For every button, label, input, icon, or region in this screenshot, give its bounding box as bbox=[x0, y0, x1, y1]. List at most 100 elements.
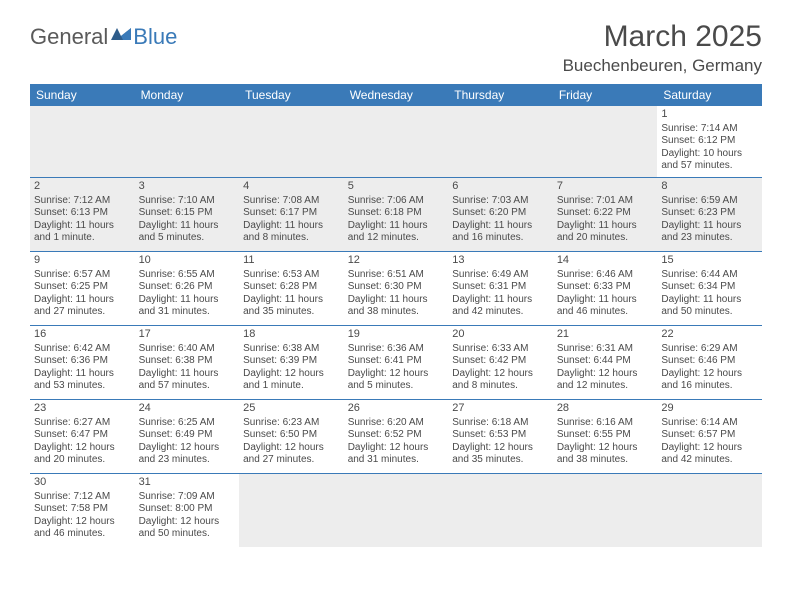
sunset-text: Sunset: 6:15 PM bbox=[139, 207, 236, 220]
day-number: 6 bbox=[452, 180, 549, 194]
sunrise-text: Sunrise: 6:38 AM bbox=[243, 343, 340, 356]
sunset-text: Sunset: 6:12 PM bbox=[661, 135, 758, 148]
daylight-text: Daylight: 11 hours and 42 minutes. bbox=[452, 294, 549, 319]
sunset-text: Sunset: 6:49 PM bbox=[139, 429, 236, 442]
sunrise-text: Sunrise: 7:08 AM bbox=[243, 195, 340, 208]
sunrise-text: Sunrise: 6:16 AM bbox=[557, 417, 654, 430]
sunrise-text: Sunrise: 6:31 AM bbox=[557, 343, 654, 356]
daylight-text: Daylight: 12 hours and 38 minutes. bbox=[557, 442, 654, 467]
calendar-day-cell: 28Sunrise: 6:16 AMSunset: 6:55 PMDayligh… bbox=[553, 399, 658, 473]
calendar-day-cell: 27Sunrise: 6:18 AMSunset: 6:53 PMDayligh… bbox=[448, 399, 553, 473]
calendar-day-cell: 25Sunrise: 6:23 AMSunset: 6:50 PMDayligh… bbox=[239, 399, 344, 473]
daylight-text: Daylight: 12 hours and 16 minutes. bbox=[661, 368, 758, 393]
day-number: 19 bbox=[348, 328, 445, 342]
day-number: 15 bbox=[661, 254, 758, 268]
calendar-day-cell: 29Sunrise: 6:14 AMSunset: 6:57 PMDayligh… bbox=[657, 399, 762, 473]
calendar-day-cell: 16Sunrise: 6:42 AMSunset: 6:36 PMDayligh… bbox=[30, 325, 135, 399]
day-number: 17 bbox=[139, 328, 236, 342]
daylight-text: Daylight: 12 hours and 27 minutes. bbox=[243, 442, 340, 467]
calendar-day-cell: 24Sunrise: 6:25 AMSunset: 6:49 PMDayligh… bbox=[135, 399, 240, 473]
daylight-text: Daylight: 11 hours and 12 minutes. bbox=[348, 220, 445, 245]
day-number: 29 bbox=[661, 402, 758, 416]
sunset-text: Sunset: 6:13 PM bbox=[34, 207, 131, 220]
calendar-day-cell: 7Sunrise: 7:01 AMSunset: 6:22 PMDaylight… bbox=[553, 177, 658, 251]
sunset-text: Sunset: 6:42 PM bbox=[452, 355, 549, 368]
sunrise-text: Sunrise: 7:01 AM bbox=[557, 195, 654, 208]
sunset-text: Sunset: 6:41 PM bbox=[348, 355, 445, 368]
sunrise-text: Sunrise: 6:23 AM bbox=[243, 417, 340, 430]
calendar-day-cell: 30Sunrise: 7:12 AMSunset: 7:58 PMDayligh… bbox=[30, 473, 135, 547]
day-number: 22 bbox=[661, 328, 758, 342]
calendar-empty-cell bbox=[30, 106, 135, 177]
sunset-text: Sunset: 6:23 PM bbox=[661, 207, 758, 220]
day-number: 11 bbox=[243, 254, 340, 268]
sunrise-text: Sunrise: 6:18 AM bbox=[452, 417, 549, 430]
sunset-text: Sunset: 6:18 PM bbox=[348, 207, 445, 220]
sunrise-text: Sunrise: 6:20 AM bbox=[348, 417, 445, 430]
calendar-day-cell: 9Sunrise: 6:57 AMSunset: 6:25 PMDaylight… bbox=[30, 251, 135, 325]
calendar-empty-cell bbox=[448, 473, 553, 547]
calendar-row: 23Sunrise: 6:27 AMSunset: 6:47 PMDayligh… bbox=[30, 399, 762, 473]
calendar-day-cell: 4Sunrise: 7:08 AMSunset: 6:17 PMDaylight… bbox=[239, 177, 344, 251]
daylight-text: Daylight: 11 hours and 46 minutes. bbox=[557, 294, 654, 319]
calendar-header-row: SundayMondayTuesdayWednesdayThursdayFrid… bbox=[30, 84, 762, 106]
sunrise-text: Sunrise: 6:40 AM bbox=[139, 343, 236, 356]
calendar-day-cell: 22Sunrise: 6:29 AMSunset: 6:46 PMDayligh… bbox=[657, 325, 762, 399]
daylight-text: Daylight: 12 hours and 42 minutes. bbox=[661, 442, 758, 467]
header: General Blue March 2025 Buechenbeuren, G… bbox=[30, 20, 762, 76]
sunset-text: Sunset: 6:52 PM bbox=[348, 429, 445, 442]
day-number: 2 bbox=[34, 180, 131, 194]
sunset-text: Sunset: 6:50 PM bbox=[243, 429, 340, 442]
sunrise-text: Sunrise: 6:36 AM bbox=[348, 343, 445, 356]
sunset-text: Sunset: 6:28 PM bbox=[243, 281, 340, 294]
day-number: 3 bbox=[139, 180, 236, 194]
day-number: 16 bbox=[34, 328, 131, 342]
daylight-text: Daylight: 11 hours and 35 minutes. bbox=[243, 294, 340, 319]
sunset-text: Sunset: 7:58 PM bbox=[34, 503, 131, 516]
day-number: 8 bbox=[661, 180, 758, 194]
calendar-day-cell: 5Sunrise: 7:06 AMSunset: 6:18 PMDaylight… bbox=[344, 177, 449, 251]
day-number: 31 bbox=[139, 476, 236, 490]
calendar-body: 1Sunrise: 7:14 AMSunset: 6:12 PMDaylight… bbox=[30, 106, 762, 547]
sunset-text: Sunset: 6:44 PM bbox=[557, 355, 654, 368]
sunrise-text: Sunrise: 7:12 AM bbox=[34, 491, 131, 504]
day-number: 10 bbox=[139, 254, 236, 268]
calendar-day-cell: 2Sunrise: 7:12 AMSunset: 6:13 PMDaylight… bbox=[30, 177, 135, 251]
daylight-text: Daylight: 11 hours and 57 minutes. bbox=[139, 368, 236, 393]
calendar-day-cell: 17Sunrise: 6:40 AMSunset: 6:38 PMDayligh… bbox=[135, 325, 240, 399]
sunrise-text: Sunrise: 6:42 AM bbox=[34, 343, 131, 356]
day-number: 23 bbox=[34, 402, 131, 416]
logo-text-blue: Blue bbox=[133, 24, 177, 50]
daylight-text: Daylight: 11 hours and 5 minutes. bbox=[139, 220, 236, 245]
weekday-header: Saturday bbox=[657, 84, 762, 106]
calendar-day-cell: 12Sunrise: 6:51 AMSunset: 6:30 PMDayligh… bbox=[344, 251, 449, 325]
daylight-text: Daylight: 10 hours and 57 minutes. bbox=[661, 148, 758, 173]
daylight-text: Daylight: 12 hours and 12 minutes. bbox=[557, 368, 654, 393]
daylight-text: Daylight: 12 hours and 35 minutes. bbox=[452, 442, 549, 467]
weekday-header: Monday bbox=[135, 84, 240, 106]
daylight-text: Daylight: 12 hours and 50 minutes. bbox=[139, 516, 236, 541]
month-title: March 2025 bbox=[563, 20, 762, 54]
sunrise-text: Sunrise: 6:49 AM bbox=[452, 269, 549, 282]
day-number: 21 bbox=[557, 328, 654, 342]
sunrise-text: Sunrise: 6:44 AM bbox=[661, 269, 758, 282]
sunset-text: Sunset: 6:55 PM bbox=[557, 429, 654, 442]
weekday-header: Tuesday bbox=[239, 84, 344, 106]
sunrise-text: Sunrise: 7:09 AM bbox=[139, 491, 236, 504]
daylight-text: Daylight: 11 hours and 38 minutes. bbox=[348, 294, 445, 319]
calendar-empty-cell bbox=[135, 106, 240, 177]
sunset-text: Sunset: 6:30 PM bbox=[348, 281, 445, 294]
sunrise-text: Sunrise: 6:46 AM bbox=[557, 269, 654, 282]
day-number: 28 bbox=[557, 402, 654, 416]
calendar-row: 30Sunrise: 7:12 AMSunset: 7:58 PMDayligh… bbox=[30, 473, 762, 547]
calendar-row: 1Sunrise: 7:14 AMSunset: 6:12 PMDaylight… bbox=[30, 106, 762, 177]
calendar-table: SundayMondayTuesdayWednesdayThursdayFrid… bbox=[30, 84, 762, 547]
day-number: 27 bbox=[452, 402, 549, 416]
flag-icon bbox=[111, 26, 131, 44]
weekday-header: Friday bbox=[553, 84, 658, 106]
daylight-text: Daylight: 11 hours and 20 minutes. bbox=[557, 220, 654, 245]
daylight-text: Daylight: 12 hours and 8 minutes. bbox=[452, 368, 549, 393]
calendar-empty-cell bbox=[239, 473, 344, 547]
sunrise-text: Sunrise: 6:33 AM bbox=[452, 343, 549, 356]
calendar-day-cell: 18Sunrise: 6:38 AMSunset: 6:39 PMDayligh… bbox=[239, 325, 344, 399]
